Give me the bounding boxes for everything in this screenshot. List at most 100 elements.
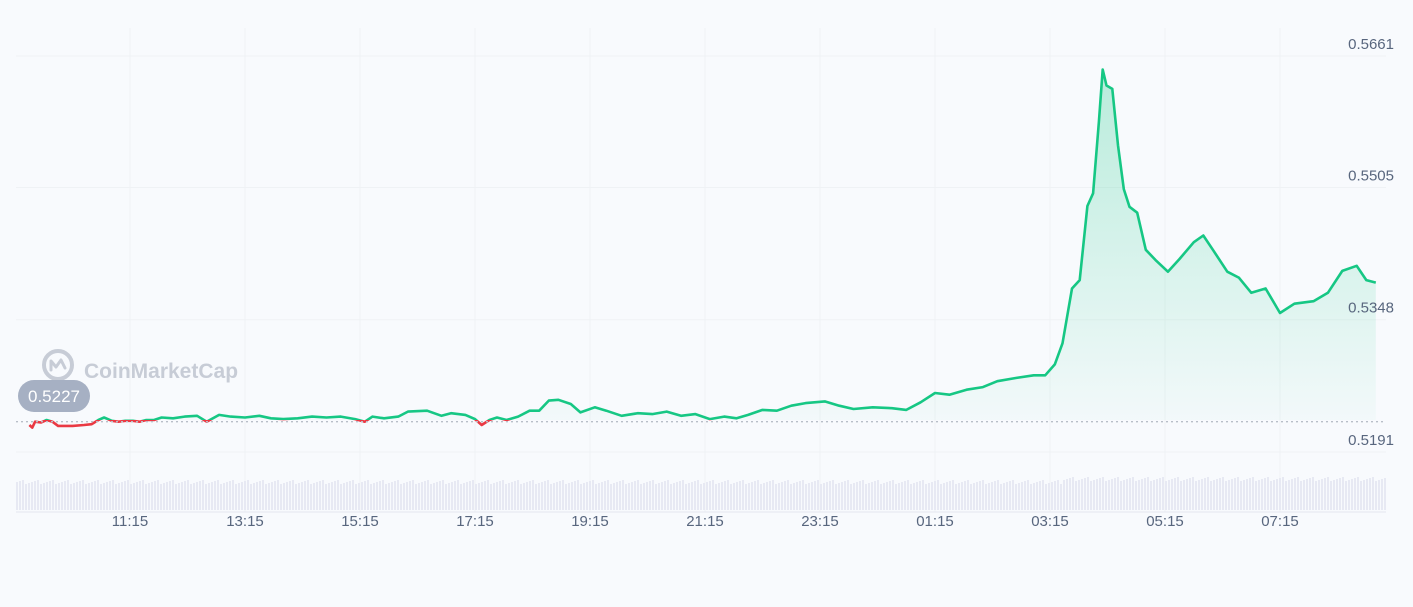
volume-bar <box>622 480 624 510</box>
volume-bar <box>1114 478 1116 510</box>
volume-bar <box>352 480 354 510</box>
volume-bar <box>409 481 411 510</box>
volume-bar <box>469 481 471 510</box>
volume-bar <box>1204 478 1206 510</box>
volume-bar <box>745 484 747 510</box>
volume-bar <box>148 483 150 510</box>
x-tick-label: 13:15 <box>226 513 264 530</box>
volume-bar <box>286 482 288 510</box>
volume-bar <box>181 482 183 510</box>
volume-bar <box>478 483 480 510</box>
volume-bar <box>1336 479 1338 510</box>
volume-bar <box>931 482 933 510</box>
volume-bar <box>1381 479 1383 510</box>
volume-bar <box>1096 479 1098 510</box>
volume-bar <box>1327 477 1329 510</box>
volume-bar <box>1138 480 1140 510</box>
volume-bar <box>241 482 243 510</box>
volume-bar <box>214 481 216 510</box>
volume-bar <box>1072 477 1074 510</box>
volume-bar <box>817 480 819 510</box>
volume-bar <box>301 482 303 510</box>
volume-bar <box>556 482 558 510</box>
volume-bar <box>583 483 585 510</box>
volume-bar <box>1207 477 1209 510</box>
volume-bar <box>1069 478 1071 510</box>
volume-bar <box>1351 479 1353 510</box>
volume-bar <box>1285 481 1287 510</box>
volume-bar <box>754 481 756 510</box>
volume-bar <box>1363 480 1365 510</box>
volume-bar <box>1060 484 1062 510</box>
volume-bar <box>406 482 408 510</box>
volume-bar <box>97 480 99 510</box>
volume-bar <box>709 481 711 510</box>
volume-bar <box>1075 481 1077 510</box>
volume-bar <box>946 482 948 510</box>
volume-bar <box>841 482 843 510</box>
y-tick-label: 0.5661 <box>1348 36 1394 53</box>
volume-bar <box>616 482 618 510</box>
volume-bar <box>163 483 165 510</box>
volume-bar <box>190 484 192 510</box>
volume-bar <box>196 482 198 510</box>
volume-bar <box>586 482 588 510</box>
volume-bar <box>1084 478 1086 510</box>
volume-bar <box>1297 477 1299 510</box>
volume-bar <box>319 481 321 510</box>
volume-bar <box>904 481 906 510</box>
volume-bar <box>784 481 786 510</box>
volume-bar <box>694 481 696 510</box>
volume-bar <box>526 482 528 510</box>
volume-bar <box>403 483 405 510</box>
volume-bar <box>1279 478 1281 510</box>
volume-bar <box>733 483 735 510</box>
volume-bar <box>1030 484 1032 510</box>
volume-bar <box>1342 477 1344 510</box>
volume-bar <box>139 481 141 510</box>
volume-bar <box>550 484 552 510</box>
volume-bar <box>1270 481 1272 510</box>
volume-bar <box>805 484 807 510</box>
volume-bar <box>1135 481 1137 510</box>
volume-bar <box>34 481 36 510</box>
volume-bar <box>1147 477 1149 510</box>
volume-bar <box>22 480 24 510</box>
volume-bar <box>202 480 204 510</box>
volume-bar <box>421 482 423 510</box>
volume-bar <box>307 480 309 510</box>
x-tick-label: 11:15 <box>112 513 148 530</box>
volume-bar <box>1366 479 1368 510</box>
volume-bar <box>778 483 780 510</box>
volume-bar <box>517 480 519 510</box>
volume-bar <box>961 482 963 510</box>
volume-bar <box>631 482 633 510</box>
volume-bar <box>430 484 432 510</box>
volume-bar <box>886 482 888 510</box>
volume-bar <box>1123 480 1125 510</box>
volume-bar <box>1303 480 1305 510</box>
volume-bar <box>85 484 87 510</box>
volume-bar <box>112 480 114 510</box>
volume-bar <box>973 483 975 510</box>
volume-bar <box>907 480 909 510</box>
volume-bar <box>1174 478 1176 510</box>
volume-bar <box>661 482 663 510</box>
volume-bar <box>121 482 123 510</box>
coinmarketcap-logo-icon <box>42 349 74 381</box>
x-tick-label: 03:15 <box>1031 513 1069 530</box>
volume-bar <box>1051 482 1053 510</box>
volume-bar <box>340 484 342 510</box>
volume-bar <box>994 481 996 510</box>
volume-bar <box>1027 480 1029 510</box>
volume-bar <box>103 483 105 510</box>
volume-bar <box>451 482 453 510</box>
volume-bar <box>730 484 732 510</box>
volume-bar <box>628 483 630 510</box>
volume-bar <box>916 482 918 510</box>
volume-bar <box>1189 478 1191 510</box>
volume-bar <box>580 484 582 510</box>
volume-bar <box>361 482 363 510</box>
volume-bar <box>1042 480 1044 510</box>
volume-bar <box>598 483 600 510</box>
